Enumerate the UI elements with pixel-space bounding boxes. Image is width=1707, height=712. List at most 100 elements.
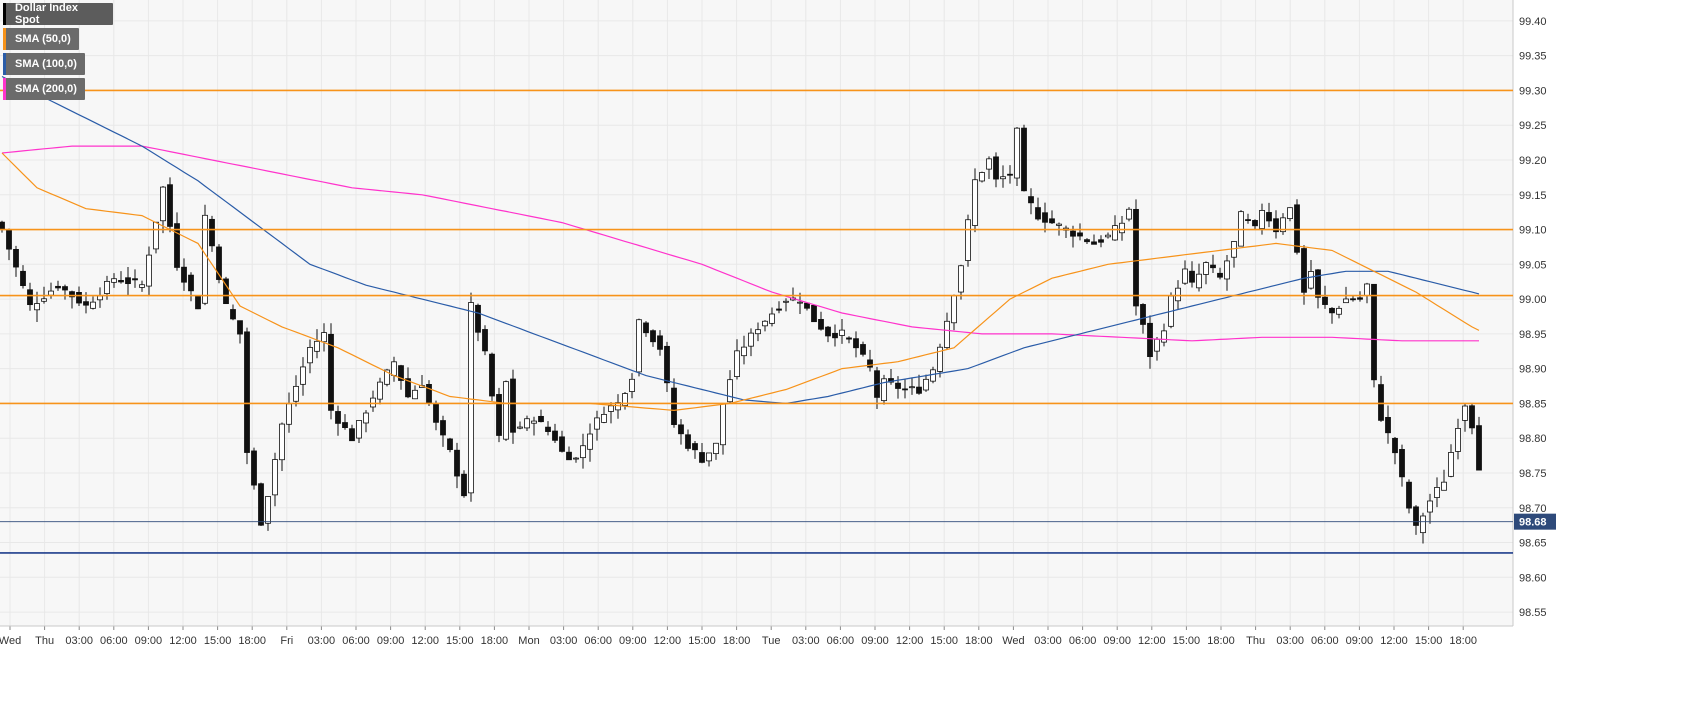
candle (174, 223, 180, 268)
candle (608, 405, 614, 412)
candle (1014, 127, 1020, 179)
candle (321, 332, 327, 343)
legend-item-sma200[interactable]: SMA (200,0) (3, 78, 85, 100)
candle (328, 333, 334, 411)
x-tick-label: Wed (1002, 635, 1024, 647)
x-tick-label: Thu (1246, 635, 1265, 647)
candle (1259, 210, 1265, 229)
candle (636, 319, 642, 373)
legend-item-sma50[interactable]: SMA (50,0) (3, 28, 79, 50)
candle (160, 186, 166, 222)
candle (13, 249, 19, 268)
candle (1434, 487, 1440, 498)
x-tick-label: 12:00 (411, 635, 439, 647)
y-tick-label: 98.60 (1519, 572, 1547, 584)
candle (216, 246, 222, 280)
candle (699, 452, 705, 463)
candle (538, 415, 544, 423)
candle (1196, 273, 1202, 289)
candle (272, 459, 278, 496)
candle (363, 412, 369, 424)
candle (1028, 196, 1034, 204)
legend-item-dollar-index[interactable]: Dollar Index Spot (3, 2, 113, 26)
candle (251, 450, 257, 486)
y-tick-label: 99.10 (1519, 225, 1547, 237)
legend-label: SMA (50,0) (15, 33, 71, 45)
candle (104, 280, 110, 294)
legend-item-sma100[interactable]: SMA (100,0) (3, 53, 85, 75)
candle (783, 300, 789, 303)
y-tick-label: 98.65 (1519, 538, 1547, 550)
candle (349, 428, 355, 442)
candle (741, 346, 747, 357)
candle (41, 298, 47, 302)
candle (209, 218, 215, 247)
candle (356, 420, 362, 439)
candle (468, 302, 474, 494)
candle (97, 295, 103, 301)
candle (27, 289, 33, 306)
candle (594, 417, 600, 430)
candle (1203, 262, 1209, 275)
x-tick-label: 03:00 (550, 635, 578, 647)
candle (797, 301, 803, 304)
x-tick-label: 06:00 (584, 635, 612, 647)
candle (426, 384, 432, 404)
price-tag-label: 98.68 (1519, 517, 1547, 529)
candle (888, 378, 894, 383)
candle (433, 403, 439, 423)
x-tick-label: Tue (762, 635, 781, 647)
candle (1175, 287, 1181, 302)
candle (342, 422, 348, 429)
candle (167, 184, 173, 227)
candle (1189, 270, 1195, 283)
x-tick-label: 03:00 (65, 635, 93, 647)
x-tick-label: 12:00 (654, 635, 682, 647)
candle (202, 214, 208, 304)
candle (944, 320, 950, 348)
legend-label: SMA (200,0) (15, 83, 77, 95)
candle (1280, 217, 1286, 233)
candle (671, 387, 677, 425)
x-tick-label: 09:00 (619, 635, 647, 647)
candle (1245, 219, 1251, 221)
sma200-line (1, 145, 1479, 342)
candle (713, 442, 719, 455)
x-tick-label: 18:00 (238, 635, 266, 647)
candle (860, 344, 866, 355)
y-tick-label: 99.30 (1519, 85, 1547, 97)
x-tick-label: 18:00 (965, 635, 993, 647)
x-tick-label: 03:00 (792, 635, 820, 647)
candle (1301, 248, 1307, 293)
candle (811, 304, 817, 323)
candle (748, 332, 754, 347)
x-tick-label: 15:00 (1173, 635, 1201, 647)
candle (1154, 338, 1160, 352)
candle (650, 330, 656, 343)
candle (230, 309, 236, 320)
y-tick-label: 98.85 (1519, 398, 1547, 410)
candle (223, 278, 229, 305)
candle (279, 423, 285, 461)
candle (1273, 218, 1279, 233)
candle (804, 302, 810, 309)
candle (1406, 481, 1412, 509)
candle (265, 496, 271, 524)
candle (447, 438, 453, 450)
candle (244, 331, 250, 453)
candle (559, 436, 565, 452)
candle (825, 326, 831, 337)
x-tick-label: 06:00 (342, 635, 370, 647)
candle (181, 266, 187, 283)
candle (664, 345, 670, 384)
candle (629, 378, 635, 392)
candle (720, 403, 726, 446)
candle (48, 290, 54, 296)
candle (643, 322, 649, 334)
candle (762, 320, 768, 327)
candle (125, 277, 131, 285)
x-tick-label: 12:00 (169, 635, 197, 647)
x-tick-label: 18:00 (1207, 635, 1235, 647)
x-tick-label: 06:00 (827, 635, 855, 647)
candle (1126, 208, 1132, 220)
